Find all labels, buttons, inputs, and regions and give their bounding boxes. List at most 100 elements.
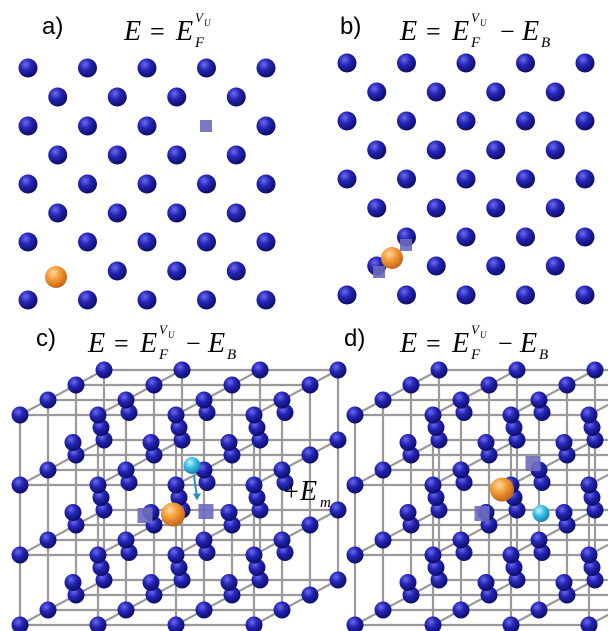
lattice-atom-icon: [337, 169, 357, 189]
lattice-atom-icon: [137, 116, 157, 136]
lattice-atom-icon: [399, 434, 417, 451]
lattice-atom-icon: [346, 476, 364, 494]
lattice-atom-icon: [78, 116, 97, 136]
lattice-atom-icon: [256, 174, 276, 194]
lattice-atom-icon: [402, 376, 420, 394]
eq-extra-sub: B: [227, 347, 236, 363]
lattice-atom-icon: [107, 145, 127, 165]
lattice-atom-icon: [18, 232, 38, 252]
lattice-atom-icon: [452, 531, 470, 549]
panel-c-cube: [11, 361, 347, 631]
panel-b-label: b): [340, 13, 361, 40]
eq-term-sub: F: [194, 35, 205, 51]
lattice-atom-icon: [301, 376, 319, 394]
eq-term: E: [175, 16, 193, 47]
lattice-atom-icon: [477, 574, 495, 591]
lattice-atom-icon: [575, 285, 595, 305]
lattice-atom-icon: [456, 53, 476, 73]
lattice-atom-icon: [167, 261, 187, 281]
lattice-atom-icon: [89, 476, 107, 494]
lattice-atom-icon: [137, 290, 157, 310]
eq-extra: E: [521, 16, 539, 47]
panel-a-label: a): [42, 13, 63, 40]
lattice-atom-icon: [480, 376, 498, 394]
lattice-atom-icon: [424, 406, 442, 424]
lattice-atom-icon: [167, 546, 185, 564]
eq-term-sup: V: [471, 10, 481, 25]
lattice-atom-icon: [337, 111, 357, 131]
lattice-atom-icon: [64, 504, 82, 521]
lattice-atom-icon: [18, 116, 38, 136]
panel-d: d) E = E F V U − E B: [344, 322, 608, 631]
lattice-atom-icon: [580, 616, 598, 631]
lattice-atom-icon: [575, 169, 595, 189]
lattice-atom-icon: [508, 361, 526, 379]
eq-minus: −: [186, 329, 201, 358]
eq-term-sup-sub: U: [480, 18, 487, 28]
lattice-atom-icon: [11, 546, 29, 564]
lattice-atom-icon: [11, 476, 29, 494]
eq-lhs: E: [399, 328, 417, 359]
lattice-atom-icon: [78, 58, 97, 78]
lattice-atom-icon: [430, 361, 448, 379]
solute-atom-icon: [381, 247, 403, 269]
migration-energy-term: + E m: [284, 476, 331, 511]
eq-term: E: [139, 328, 157, 359]
lattice-atom-icon: [486, 82, 506, 102]
lattice-atom-icon: [424, 616, 442, 631]
lattice-atom-icon: [39, 531, 57, 549]
lattice-atom-icon: [477, 434, 495, 451]
lattice-atom-icon: [226, 87, 246, 107]
vacancy-icon: [373, 266, 385, 278]
lattice-atom-icon: [197, 174, 216, 194]
lattice-atom-icon: [456, 285, 476, 305]
lattice-atom-icon: [502, 406, 520, 424]
lattice-atom-icon: [575, 227, 595, 247]
lattice-atom-icon: [64, 574, 82, 591]
lattice-atom-icon: [397, 285, 416, 305]
lattice-atom-icon: [273, 391, 291, 409]
lattice-atom-icon: [452, 391, 470, 409]
lattice-atom-icon: [575, 53, 595, 73]
lattice-atom-icon: [107, 203, 127, 223]
lattice-atom-icon: [167, 145, 187, 165]
lattice-atom-icon: [545, 82, 565, 102]
panel-c-equation: E = E F V U − E B: [87, 322, 236, 363]
lattice-atom-icon: [48, 145, 68, 165]
lattice-atom-icon: [256, 232, 276, 252]
panel-b: b) E = E F V U − E B: [337, 10, 595, 305]
panel-b-lattice: [337, 53, 595, 305]
lattice-atom-icon: [399, 504, 417, 521]
lattice-atom-icon: [530, 391, 548, 409]
lattice-atom-icon: [424, 546, 442, 564]
lattice-atom-icon: [197, 58, 216, 78]
lattice-atom-icon: [424, 476, 442, 494]
lattice-atom-icon: [397, 111, 416, 131]
lattice-atom-icon: [580, 476, 598, 494]
solute-atom-icon: [161, 502, 185, 527]
lattice-atom-icon: [456, 227, 476, 247]
lattice-atom-icon: [374, 391, 392, 409]
lattice-atom-icon: [251, 361, 269, 379]
eq-term: E: [451, 16, 469, 47]
lattice-atom-icon: [516, 53, 535, 73]
lattice-atom-icon: [329, 431, 347, 449]
lattice-atom-icon: [273, 601, 291, 619]
migration-energy-sub: m: [320, 495, 331, 511]
vacancy-icon: [400, 239, 412, 251]
lattice-atom-icon: [273, 531, 291, 549]
lattice-atom-icon: [555, 434, 573, 451]
lattice-atom-icon: [516, 169, 535, 189]
lattice-atom-icon: [117, 391, 135, 409]
lattice-atom-icon: [516, 111, 535, 131]
eq-lhs: E: [399, 16, 417, 47]
eq-term-sup: V: [471, 322, 481, 337]
lattice-atom-icon: [48, 203, 68, 223]
lattice-atom-icon: [452, 601, 470, 619]
lattice-atom-icon: [197, 290, 216, 310]
lattice-atom-icon: [195, 391, 213, 409]
lattice-atom-icon: [137, 58, 157, 78]
lattice-atom-icon: [486, 256, 506, 276]
lattice-atom-icon: [220, 434, 238, 451]
lattice-atom-icon: [329, 571, 347, 589]
